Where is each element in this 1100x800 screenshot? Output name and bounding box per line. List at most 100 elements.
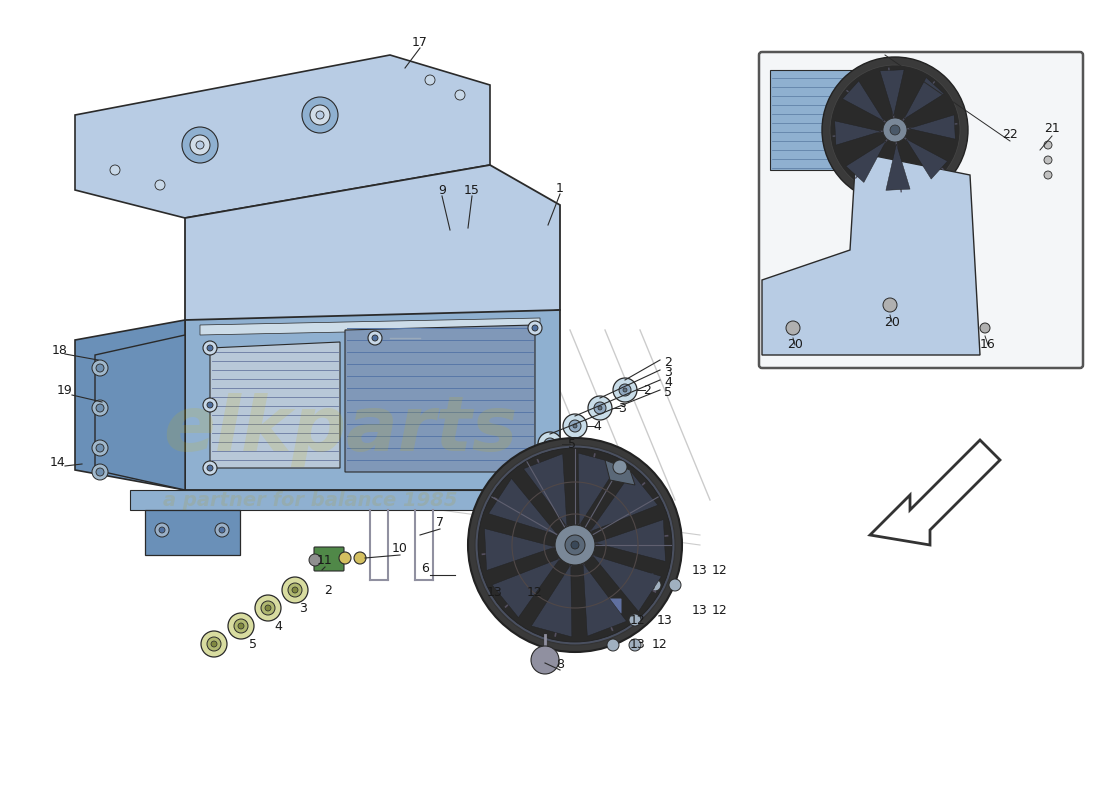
- Circle shape: [310, 105, 330, 125]
- Polygon shape: [904, 78, 944, 119]
- Polygon shape: [579, 453, 618, 526]
- Text: 13: 13: [657, 614, 673, 626]
- Circle shape: [594, 402, 606, 414]
- Text: 12: 12: [630, 614, 646, 626]
- Polygon shape: [605, 460, 635, 485]
- Circle shape: [228, 613, 254, 639]
- Polygon shape: [843, 81, 884, 121]
- Polygon shape: [886, 144, 910, 190]
- Text: 9: 9: [438, 183, 446, 197]
- Text: 3: 3: [618, 402, 626, 414]
- Polygon shape: [762, 155, 980, 355]
- Circle shape: [623, 388, 627, 392]
- Circle shape: [207, 465, 213, 471]
- Circle shape: [261, 601, 275, 615]
- Text: 7: 7: [436, 515, 444, 529]
- Text: 12: 12: [712, 603, 728, 617]
- Circle shape: [822, 57, 968, 203]
- Circle shape: [255, 595, 280, 621]
- Circle shape: [649, 579, 661, 591]
- Text: elkparts: elkparts: [163, 393, 517, 467]
- Text: 20: 20: [884, 315, 900, 329]
- Circle shape: [569, 420, 581, 432]
- Circle shape: [883, 118, 908, 142]
- Circle shape: [613, 460, 627, 474]
- Text: 21: 21: [1044, 122, 1060, 134]
- Circle shape: [214, 523, 229, 537]
- Polygon shape: [200, 318, 540, 335]
- Circle shape: [204, 341, 217, 355]
- Text: 8: 8: [556, 658, 564, 671]
- Polygon shape: [770, 70, 860, 170]
- Text: 22: 22: [1002, 129, 1018, 142]
- Circle shape: [883, 298, 896, 312]
- Circle shape: [92, 440, 108, 456]
- Polygon shape: [835, 121, 881, 145]
- Circle shape: [1044, 141, 1052, 149]
- Circle shape: [339, 552, 351, 564]
- Text: 2: 2: [664, 355, 672, 369]
- Circle shape: [532, 325, 538, 331]
- Circle shape: [302, 97, 338, 133]
- Circle shape: [478, 448, 672, 642]
- Polygon shape: [905, 139, 947, 179]
- Circle shape: [544, 438, 556, 450]
- Circle shape: [531, 646, 559, 674]
- Circle shape: [890, 125, 900, 135]
- Circle shape: [207, 345, 213, 351]
- Text: 5: 5: [568, 438, 576, 450]
- Circle shape: [475, 445, 675, 645]
- Circle shape: [96, 444, 104, 452]
- Circle shape: [372, 335, 378, 341]
- Circle shape: [182, 127, 218, 163]
- Circle shape: [528, 461, 542, 475]
- Polygon shape: [345, 325, 535, 472]
- Circle shape: [196, 141, 204, 149]
- Polygon shape: [846, 141, 887, 182]
- Polygon shape: [492, 558, 560, 618]
- Polygon shape: [531, 565, 572, 637]
- Circle shape: [309, 554, 321, 566]
- Text: 18: 18: [52, 343, 68, 357]
- Circle shape: [265, 605, 271, 611]
- FancyBboxPatch shape: [636, 573, 654, 589]
- Circle shape: [368, 331, 382, 345]
- Text: 4: 4: [593, 419, 601, 433]
- Text: 10: 10: [392, 542, 408, 554]
- Circle shape: [1044, 156, 1052, 164]
- Text: 3: 3: [299, 602, 307, 614]
- Circle shape: [425, 75, 435, 85]
- Circle shape: [190, 135, 210, 155]
- Circle shape: [292, 587, 298, 593]
- Text: 2: 2: [324, 583, 332, 597]
- Circle shape: [607, 639, 619, 651]
- Circle shape: [532, 465, 538, 471]
- Circle shape: [571, 541, 579, 549]
- Text: 1: 1: [557, 182, 564, 194]
- Text: 5: 5: [664, 386, 672, 398]
- Circle shape: [96, 468, 104, 476]
- Polygon shape: [595, 519, 666, 562]
- Circle shape: [207, 402, 213, 408]
- Circle shape: [160, 527, 165, 533]
- Polygon shape: [870, 440, 1000, 545]
- Circle shape: [316, 111, 324, 119]
- Circle shape: [96, 404, 104, 412]
- Circle shape: [110, 165, 120, 175]
- Text: 3: 3: [664, 366, 672, 378]
- Circle shape: [548, 442, 552, 446]
- Circle shape: [629, 639, 641, 651]
- Circle shape: [1044, 171, 1052, 179]
- Polygon shape: [75, 320, 185, 490]
- Circle shape: [96, 364, 104, 372]
- Circle shape: [204, 398, 217, 412]
- Text: 15: 15: [464, 183, 480, 197]
- Polygon shape: [488, 478, 558, 535]
- Polygon shape: [95, 335, 185, 490]
- Polygon shape: [590, 473, 658, 532]
- Circle shape: [980, 323, 990, 333]
- Circle shape: [92, 464, 108, 480]
- Text: 17: 17: [412, 35, 428, 49]
- Polygon shape: [484, 529, 556, 570]
- Polygon shape: [210, 342, 340, 468]
